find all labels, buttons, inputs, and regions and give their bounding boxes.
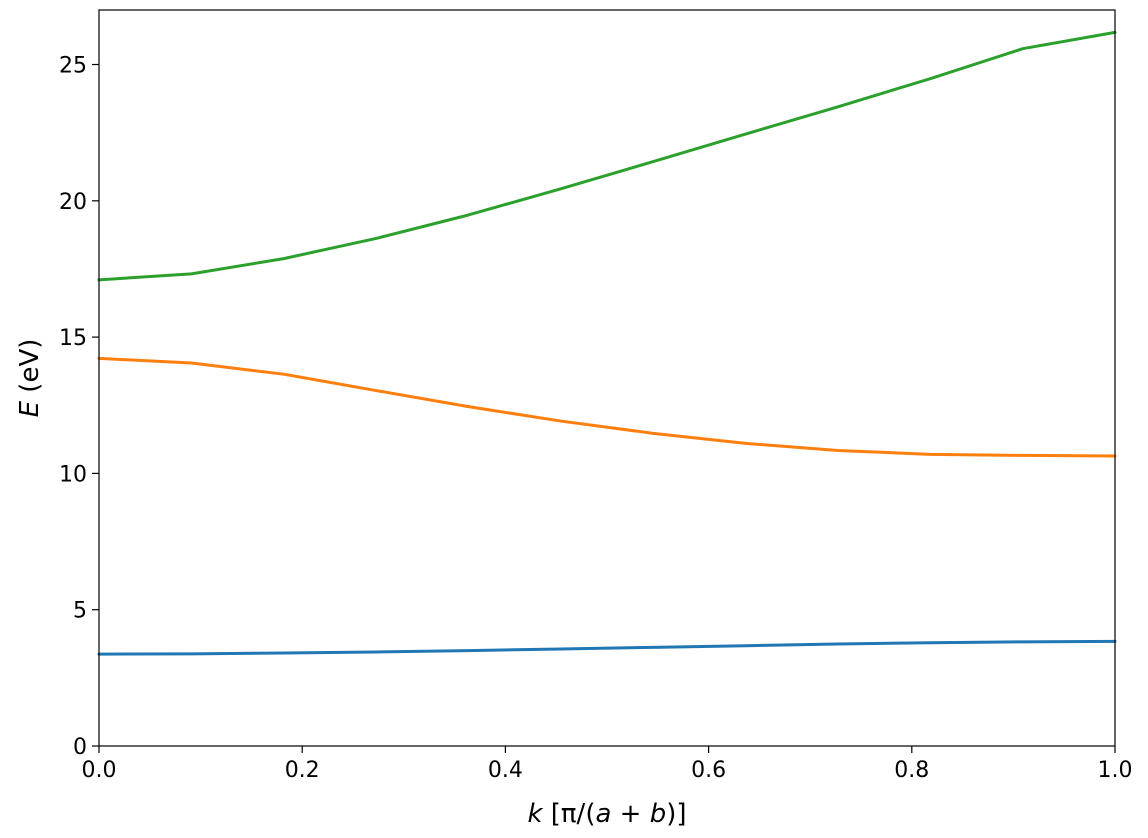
x-axis-label-var: k bbox=[527, 799, 543, 829]
plot-frame bbox=[98, 9, 1116, 747]
plot-area bbox=[99, 10, 1115, 746]
series-line-1 bbox=[97, 639, 1117, 656]
x-axis-label-close: )] bbox=[666, 799, 686, 829]
y-tick-label: 15 bbox=[59, 326, 87, 351]
y-tick-label: 20 bbox=[59, 190, 87, 215]
y-axis-ticks: 0 5 10 15 20 25 bbox=[59, 54, 99, 760]
x-tick-label: 1.0 bbox=[1098, 758, 1133, 783]
y-tick-label: 5 bbox=[73, 599, 87, 624]
x-tick-label: 0.0 bbox=[82, 758, 117, 783]
x-tick-label: 0.4 bbox=[488, 758, 523, 783]
x-axis-label-open: [π/( bbox=[543, 799, 596, 829]
x-tick-label: 0.8 bbox=[894, 758, 929, 783]
x-tick-label: 0.2 bbox=[285, 758, 320, 783]
x-axis-ticks: 0.0 0.2 0.4 0.6 0.8 1.0 bbox=[82, 746, 1133, 783]
y-axis-label-var: E bbox=[15, 400, 45, 417]
x-tick-label: 0.6 bbox=[691, 758, 726, 783]
x-axis-label-b: b bbox=[650, 799, 667, 829]
series-line-2 bbox=[97, 356, 1117, 458]
series-line-3 bbox=[97, 30, 1117, 282]
y-axis-label-unit: (eV) bbox=[15, 339, 45, 401]
y-tick-label: 0 bbox=[73, 735, 87, 760]
x-axis-label-a: a bbox=[595, 799, 611, 829]
x-axis-label-plus: + bbox=[611, 799, 649, 829]
series-layer bbox=[97, 30, 1117, 656]
y-tick-label: 25 bbox=[59, 54, 87, 79]
y-axis-label: E (eV) bbox=[15, 339, 45, 418]
x-axis-label: k [π/(a + b)] bbox=[527, 799, 686, 829]
y-tick-label: 10 bbox=[59, 462, 87, 487]
